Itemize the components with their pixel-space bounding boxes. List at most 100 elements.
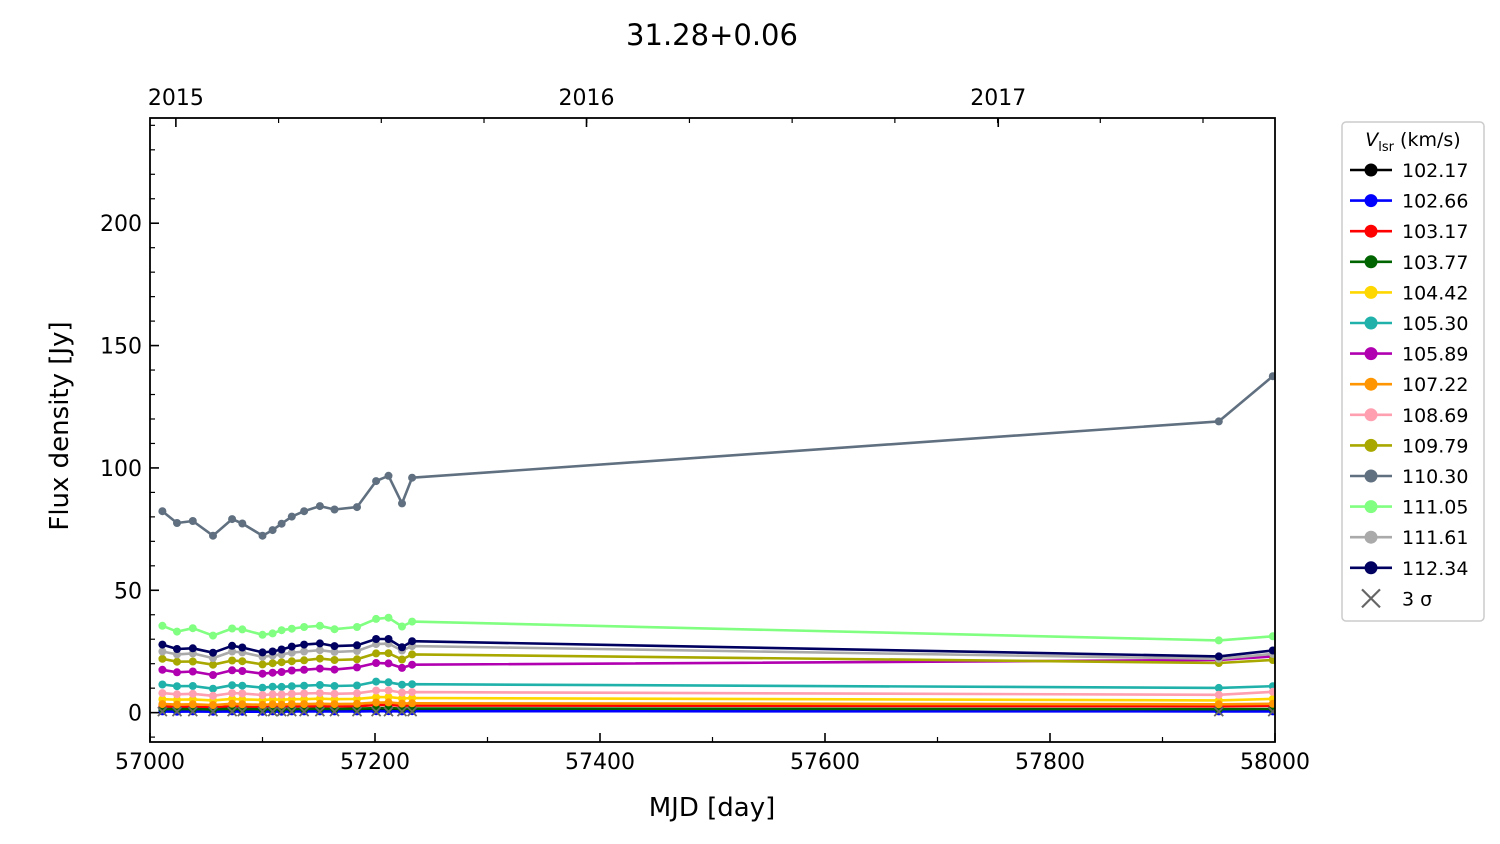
data-point-107.22-4: [228, 699, 237, 708]
sigma-marker-19: [1267, 706, 1275, 717]
series-line-102.66: [162, 709, 1273, 714]
data-point-112.34-8: [277, 645, 286, 654]
data-point-105.89-3: [209, 671, 217, 679]
data-point-111.05-17: [408, 617, 417, 626]
series-109.79: [158, 649, 1275, 669]
series-111.05: [158, 613, 1275, 645]
data-point-105.89-1: [173, 668, 181, 677]
legend-marker-103.77: [1364, 255, 1378, 269]
legend-marker-102.66: [1364, 194, 1378, 208]
top-tick-label-2015: 2015: [148, 86, 204, 111]
y-axis-label: Flux density [Jy]: [45, 321, 75, 530]
data-point-105.30-16: [398, 680, 406, 689]
data-point-111.05-8: [277, 626, 286, 635]
legend-title-unit: (km/s): [1394, 129, 1461, 151]
series-108.69: [158, 686, 1275, 700]
data-point-110.30-10: [300, 507, 309, 516]
data-point-108.69-1: [173, 690, 181, 699]
legend-entry-108.69: 108.69: [1350, 405, 1468, 427]
sigma-marker-8: [276, 706, 287, 717]
legend-marker-104.42: [1364, 285, 1378, 299]
data-point-111.05-10: [300, 623, 309, 631]
data-point-110.30-14: [372, 477, 381, 486]
data-point-111.05-14: [372, 614, 381, 623]
data-point-110.30-6: [258, 531, 267, 540]
data-point-111.05-13: [353, 623, 361, 631]
x-tick-label-57600: 57600: [790, 750, 860, 775]
legend-entry-105.89: 105.89: [1350, 344, 1468, 366]
data-point-105.30-3: [209, 684, 217, 693]
series-line-105.30: [162, 680, 1273, 691]
y-tick-label-50: 50: [114, 579, 142, 604]
legend-label-107.22: 107.22: [1402, 374, 1468, 396]
data-point-105.30-10: [300, 681, 309, 690]
legend-marker-103.17: [1364, 224, 1378, 238]
data-point-110.30-8: [277, 519, 286, 528]
data-point-112.34-0: [158, 640, 167, 649]
legend-marker-111.05: [1364, 500, 1378, 514]
axes-layer: 57000 57200 57400 57600 57800 58000 0 50 100 150 2…: [100, 86, 1310, 775]
sigma-marker-5: [237, 706, 248, 717]
data-point-111.05-6: [258, 630, 267, 639]
data-point-108.69-17: [408, 688, 417, 697]
sigma-marker-9: [286, 706, 297, 717]
legend-title-v: V: [1365, 129, 1380, 151]
data-point-105.89-8: [277, 668, 286, 676]
data-point-109.79-9: [287, 657, 296, 666]
data-point-109.79-7: [268, 659, 277, 668]
data-point-107.22-19: [1268, 699, 1275, 708]
legend-entry-111.61: 111.61: [1350, 527, 1468, 549]
data-point-112.34-19: [1268, 646, 1275, 655]
data-point-105.89-0: [158, 665, 167, 674]
data-point-111.05-12: [330, 625, 339, 634]
legend-label-103.17: 103.17: [1402, 221, 1468, 243]
data-point-112.34-9: [287, 642, 296, 651]
data-point-108.69-2: [188, 689, 197, 698]
legend-entry-102.17: 102.17: [1350, 160, 1468, 182]
data-point-105.30-6: [258, 683, 267, 692]
series-line-108.69: [162, 689, 1273, 698]
legend-entry-105.30: 105.30: [1350, 313, 1468, 335]
data-point-111.05-9: [287, 624, 296, 633]
data-point-105.30-0: [158, 680, 167, 689]
legend-entry-104.42: 104.42: [1350, 282, 1468, 304]
data-point-109.79-11: [315, 654, 324, 663]
data-point-105.30-17: [408, 680, 417, 689]
data-point-105.89-12: [330, 665, 339, 674]
data-point-108.69-3: [209, 691, 217, 700]
sigma-marker-4: [226, 706, 238, 717]
data-point-112.34-13: [353, 641, 361, 650]
legend-marker-107.22: [1364, 377, 1378, 391]
data-point-110.30-13: [353, 503, 361, 512]
data-point-108.69-10: [300, 689, 309, 698]
data-point-109.79-4: [228, 656, 237, 665]
data-point-109.79-0: [158, 654, 167, 663]
data-point-112.34-18: [1214, 652, 1223, 661]
data-point-107.22-5: [238, 700, 247, 709]
data-point-112.34-2: [188, 644, 197, 653]
data-point-108.69-8: [277, 690, 286, 699]
sigma-marker-12: [329, 706, 340, 717]
data-point-105.89-15: [384, 659, 393, 668]
data-point-111.61-9: [287, 648, 296, 657]
data-point-107.22-8: [277, 700, 286, 709]
data-point-111.05-11: [315, 621, 324, 630]
data-point-105.89-16: [398, 663, 406, 672]
legend-marker-105.30: [1364, 316, 1378, 330]
legend-label-110.30: 110.30: [1402, 466, 1468, 488]
data-point-105.30-18: [1214, 683, 1223, 692]
legend-entry-102.66: 102.66: [1350, 191, 1468, 213]
data-point-109.79-6: [258, 660, 267, 669]
data-point-107.22-9: [287, 700, 296, 709]
legend-entry-103.77: 103.77: [1350, 252, 1468, 274]
sigma-marker-3: [207, 706, 219, 717]
data-point-108.69-13: [353, 689, 361, 698]
data-point-109.79-12: [330, 656, 339, 664]
data-point-107.22-17: [408, 699, 417, 708]
x-axis-label: MJD [day]: [649, 793, 776, 823]
data-point-112.34-3: [209, 648, 217, 657]
legend-label-111.05: 111.05: [1402, 497, 1468, 519]
data-point-110.30-15: [384, 471, 393, 480]
data-point-111.05-3: [209, 631, 217, 640]
series-line-111.05: [161, 616, 1273, 642]
